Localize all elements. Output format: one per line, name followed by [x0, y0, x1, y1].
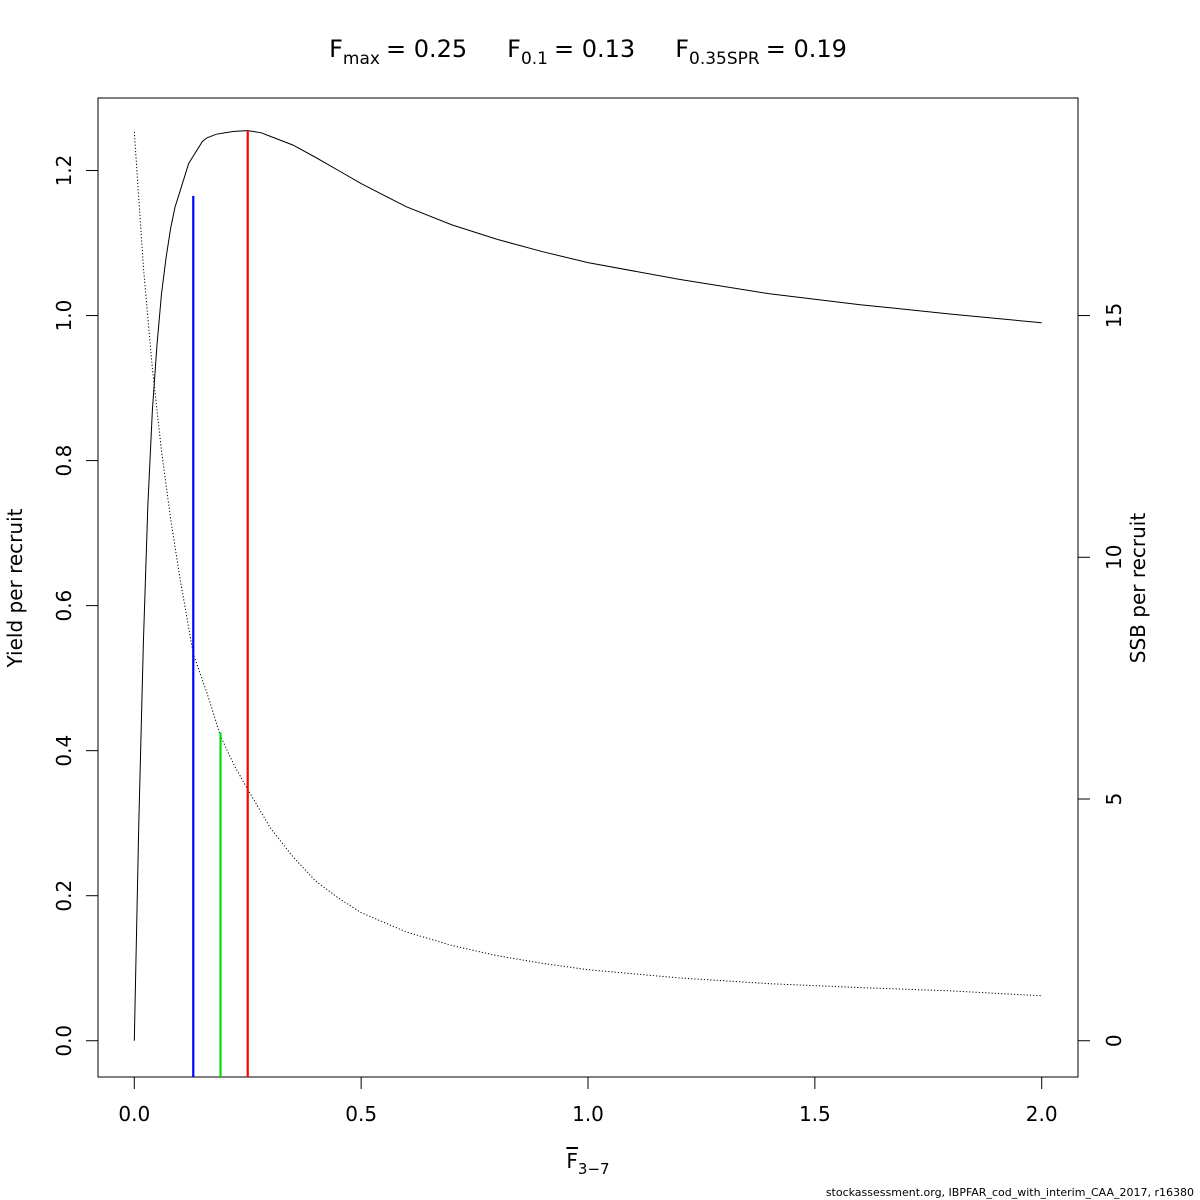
series-yield-per-recruit	[133, 130, 1042, 1041]
title-symbol-0: F	[329, 35, 343, 63]
x-tick-label: 0.0	[118, 1102, 150, 1126]
title-subscript-2: 0.35SPR	[689, 49, 760, 69]
x-axis: 0.0 0.5 1.0 1.5 2.0	[118, 1076, 1058, 1126]
x-tick-label: 2.0	[1026, 1102, 1058, 1126]
x-tick-label: 1.0	[572, 1102, 604, 1126]
y-left-tick-label: 1.2	[52, 155, 76, 187]
reference-lines	[192, 130, 249, 1077]
y-left-tick-label: 0.0	[52, 1025, 76, 1057]
series-ssb-per-recruit	[133, 131, 1042, 997]
title-symbol-1: F	[507, 35, 521, 63]
title-subscript-1: 0.1	[521, 49, 548, 69]
y-left-tick-label: 0.8	[52, 445, 76, 477]
plot-frame	[97, 97, 1079, 1078]
y-right-tick-label: 15	[1102, 303, 1126, 328]
y-axis-left: 0.0 0.2 0.4 0.6 0.8 1.0 1.2	[52, 155, 98, 1057]
title-value-0: = 0.25	[386, 35, 467, 63]
title-symbol-2: F	[675, 35, 689, 63]
x-tick-label: 1.5	[799, 1102, 831, 1126]
chart-title: Fmax = 0.25 F0.1 = 0.13 F0.35SPR = 0.19	[329, 35, 847, 69]
footnote: stockassessment.org, IBPFAR_cod_with_int…	[826, 1186, 1194, 1199]
y-left-tick-label: 1.0	[52, 300, 76, 332]
y-right-tick-label: 0	[1102, 1034, 1126, 1047]
y-axis-left-label: Yield per recruit	[3, 508, 27, 668]
x-label-symbol: F	[566, 1149, 578, 1173]
y-right-tick-label: 5	[1102, 793, 1126, 806]
y-axis-right: 0 5 10 15	[1078, 303, 1126, 1047]
y-left-tick-label: 0.6	[52, 590, 76, 622]
x-tick-label: 0.5	[345, 1102, 377, 1126]
y-axis-right-label: SSB per recruit	[1126, 513, 1150, 664]
series-layer	[133, 130, 1042, 1041]
title-value-1: = 0.13	[554, 35, 635, 63]
x-label-subscript: 3−7	[578, 1160, 610, 1178]
title-value-2: = 0.19	[766, 35, 847, 63]
x-axis-label: F3−7	[566, 1149, 609, 1178]
y-left-tick-label: 0.2	[52, 880, 76, 912]
y-left-tick-label: 0.4	[52, 735, 76, 767]
y-right-tick-label: 10	[1102, 545, 1126, 570]
title-subscript-0: max	[343, 49, 380, 69]
